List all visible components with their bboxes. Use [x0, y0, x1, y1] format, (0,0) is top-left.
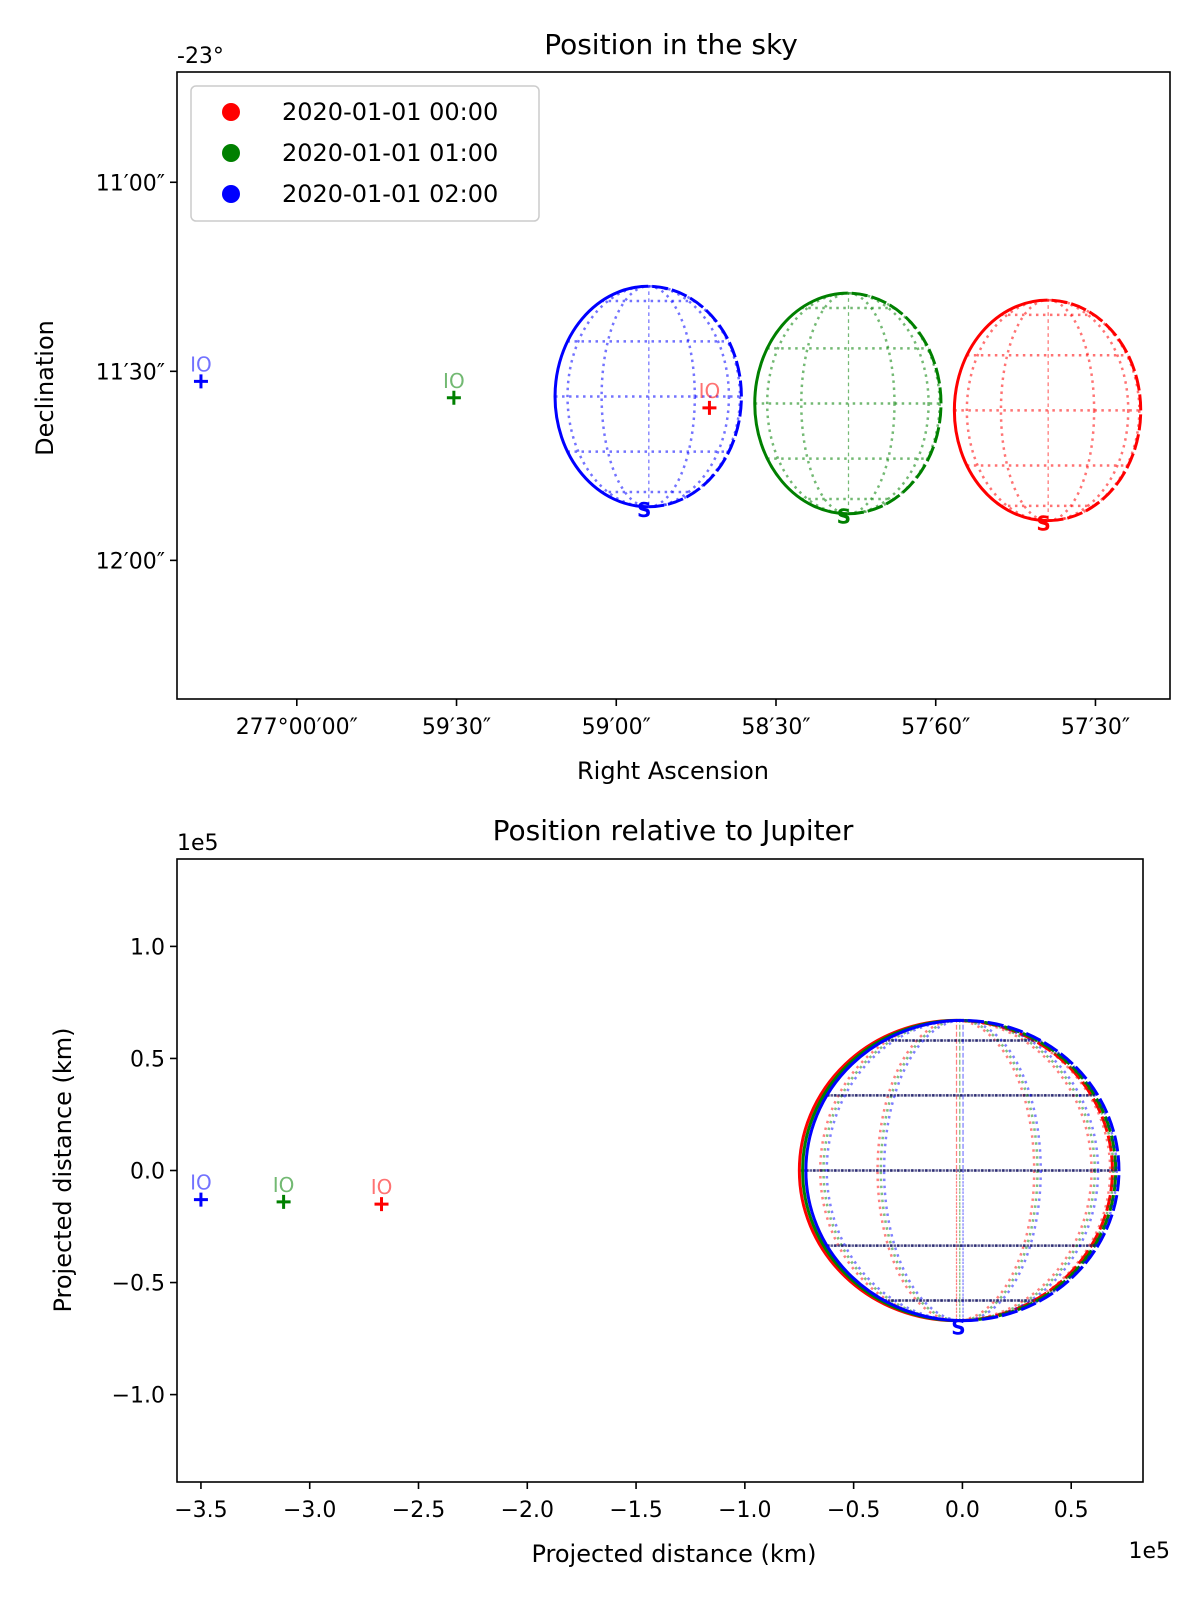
- x-tick-label: 57′30″: [1061, 715, 1130, 740]
- legend-marker: [222, 144, 240, 162]
- limb-terminator: [847, 291, 943, 516]
- sky-planets: SSS: [553, 284, 1143, 536]
- y-tick-label: 1.0: [130, 935, 165, 960]
- y-tick-label: 11′30″: [96, 360, 165, 385]
- io-marker: [193, 1192, 208, 1207]
- relative-chart-title: Position relative to Jupiter: [493, 814, 854, 847]
- relative-y-axis: 1.0 0.5 0.0 −0.5 −1.0: [112, 935, 177, 1409]
- x-tick-label: 59′30″: [422, 715, 491, 740]
- legend-label: 2020-01-01 01:00: [282, 139, 498, 167]
- meridian-line: [566, 285, 649, 509]
- sky-chart-title: Position in the sky: [544, 28, 798, 61]
- south-pole-label: S: [637, 498, 651, 522]
- limb-terminator: [962, 1018, 1121, 1323]
- limb-visible: [804, 1018, 963, 1323]
- meridian-line: [648, 285, 697, 509]
- limb-visible: [952, 298, 1048, 523]
- south-pole-label: S: [1036, 512, 1050, 536]
- x-tick-label: −3.5: [174, 1498, 227, 1523]
- sky-moon-points: IO IO IO: [190, 352, 721, 415]
- relative-moon-points: IO IO IO: [190, 1171, 393, 1212]
- io-marker: [193, 374, 208, 389]
- meridian-line: [959, 1019, 1115, 1322]
- sky-legend: 2020-01-01 00:00 2020-01-01 01:00 2020-01-…: [190, 85, 540, 222]
- limb-visible: [553, 284, 649, 509]
- x-tick-label: 58′30″: [741, 715, 810, 740]
- x-tick-label: 0.0: [945, 1498, 980, 1523]
- sky-position-chart: Position in the sky -23° S S S IO IO IO 277°…: [31, 28, 1171, 785]
- sky-x-axis: 277°00′00″ 59′30″ 59′00″ 58′30″ 57′60″ 57′30″: [236, 699, 1130, 740]
- x-tick-label: −2.5: [392, 1498, 445, 1523]
- globe-layer: [804, 1018, 1121, 1323]
- io-marker: [702, 400, 717, 415]
- relative-y-axis-label: Projected distance (km): [49, 1027, 77, 1312]
- limb-terminator: [648, 284, 743, 509]
- legend-marker: [222, 185, 240, 203]
- io-label: IO: [190, 1171, 212, 1195]
- y-tick-label: 0.5: [130, 1047, 165, 1072]
- meridian-line: [847, 291, 896, 515]
- south-pole-label: S: [951, 1316, 965, 1340]
- meridian-line: [1047, 298, 1130, 522]
- limb-terminator: [1047, 298, 1143, 523]
- sky-plot-frame: [176, 71, 1171, 700]
- dec-offset-label: -23°: [177, 44, 224, 69]
- io-label: IO: [371, 1175, 393, 1199]
- jupiter-globe: S: [797, 1018, 1121, 1340]
- sky-y-axis-label: Declination: [31, 320, 59, 456]
- y-tick-label: 11′00″: [96, 171, 165, 196]
- x-tick-label: 0.5: [1054, 1498, 1089, 1523]
- meridian-line: [648, 285, 731, 509]
- relative-plot-frame: [176, 858, 1144, 1483]
- x-tick-label: −1.0: [718, 1498, 771, 1523]
- legend-label: 2020-01-01 02:00: [282, 180, 498, 208]
- y-tick-label: 12′00″: [96, 549, 165, 574]
- meridian-line: [965, 298, 1048, 522]
- y-tick-label: 0.0: [130, 1160, 165, 1185]
- meridian-line: [962, 1019, 1042, 1322]
- io-label: IO: [699, 379, 721, 403]
- planet-globe: S: [753, 291, 943, 529]
- relative-x-axis: −3.5 −3.0 −2.5 −2.0 −1.5 −1.0 −0.5 0.0 0.5: [174, 1482, 1089, 1523]
- x-tick-label: −1.5: [609, 1498, 662, 1523]
- sky-x-axis-label: Right Ascension: [577, 757, 769, 785]
- io-label: IO: [443, 369, 465, 393]
- io-marker: [374, 1197, 389, 1212]
- y-tick-label: −0.5: [112, 1272, 165, 1297]
- x-tick-label: −2.0: [501, 1498, 554, 1523]
- sky-y-axis: 11′00″ 11′30″ 12′00″: [96, 171, 177, 574]
- relative-x-axis-label: Projected distance (km): [531, 1540, 816, 1568]
- x-tick-label: −0.5: [827, 1498, 880, 1523]
- meridian-line: [955, 1019, 1112, 1322]
- x-offset-label: 1e5: [1128, 1539, 1170, 1564]
- y-tick-label: −1.0: [112, 1384, 165, 1409]
- meridian-line: [1047, 298, 1096, 522]
- meridian-line: [822, 1019, 960, 1322]
- legend-label: 2020-01-01 00:00: [282, 98, 498, 126]
- south-pole-label: S: [837, 505, 851, 529]
- meridian-line: [962, 1019, 1100, 1322]
- io-label: IO: [190, 352, 212, 376]
- planet-globe: S: [553, 284, 743, 522]
- x-tick-label: 57′60″: [901, 715, 970, 740]
- y-offset-label: 1e5: [177, 831, 219, 856]
- legend-marker: [222, 103, 240, 121]
- x-tick-label: 59′00″: [582, 715, 651, 740]
- io-marker: [446, 390, 461, 405]
- io-label: IO: [273, 1173, 295, 1197]
- meridian-line: [765, 291, 848, 515]
- meridian-line: [847, 291, 930, 515]
- io-marker: [276, 1194, 291, 1209]
- limb-visible: [753, 291, 848, 516]
- jupiter-relative-chart: Position relative to Jupiter 1e5 S IOIOI…: [49, 814, 1170, 1568]
- legend-box: [190, 85, 540, 222]
- meridian-line: [962, 1019, 1118, 1322]
- planet-globe: S: [952, 298, 1143, 536]
- x-tick-label: 277°00′00″: [236, 715, 358, 740]
- x-tick-label: −3.0: [283, 1498, 336, 1523]
- meridian-line: [825, 1019, 963, 1322]
